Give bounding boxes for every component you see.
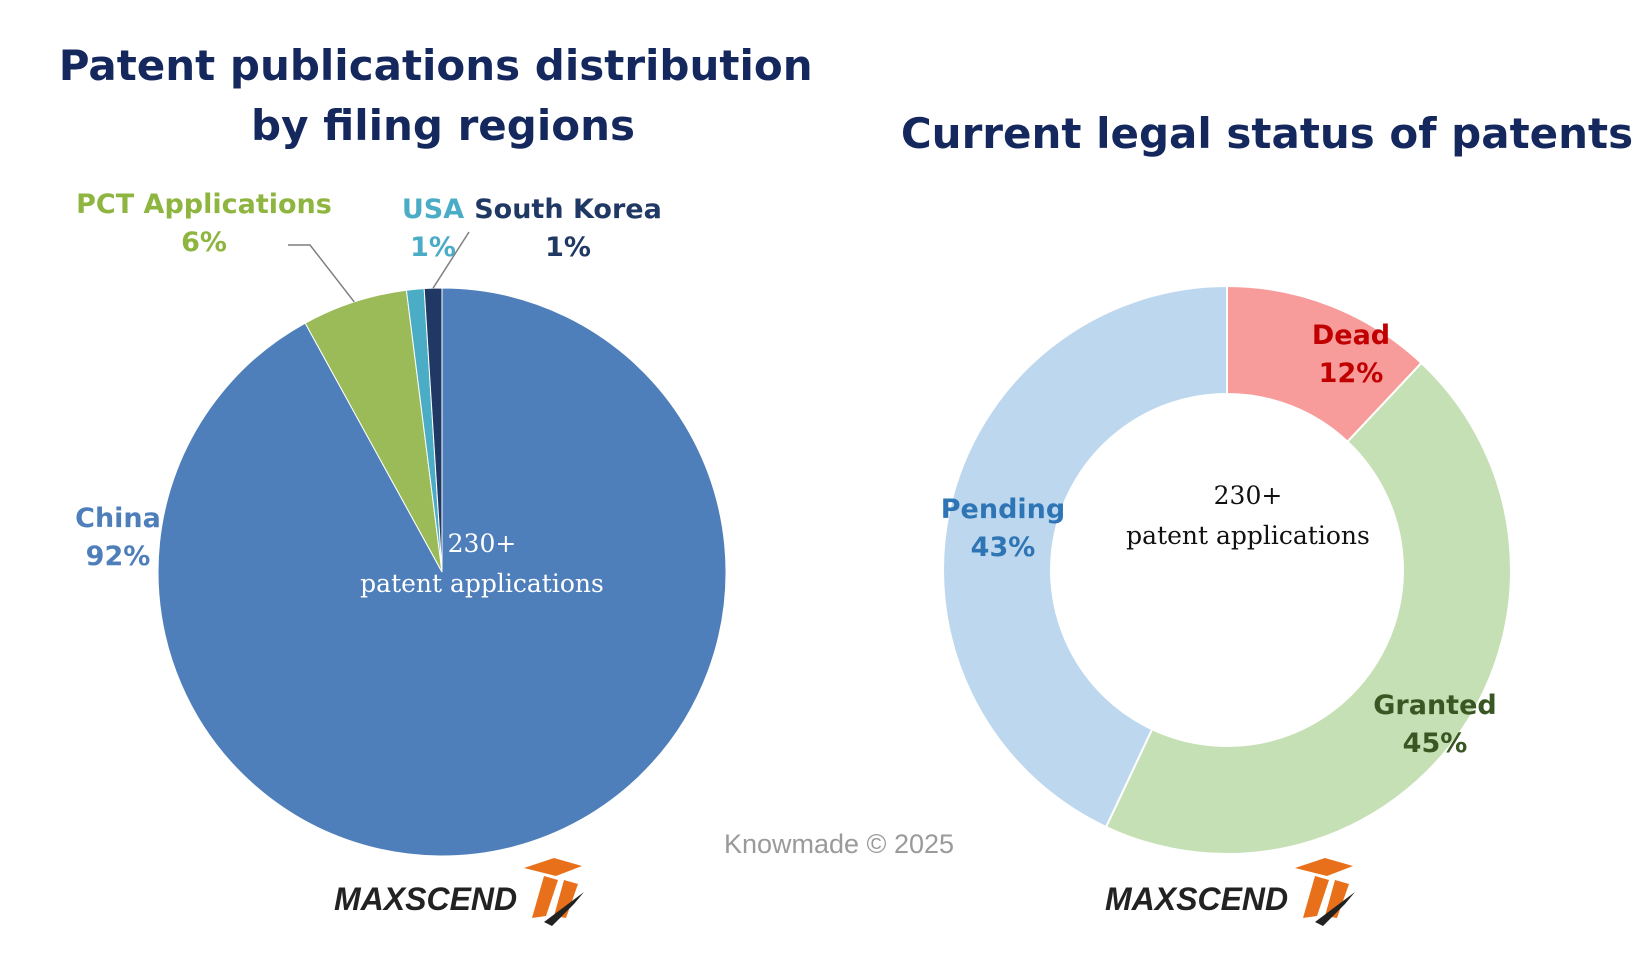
maxscend-logo-right: MAXSCEND — [1105, 858, 1355, 926]
pie-label-value: 1% — [545, 232, 591, 263]
pie-label-name: USA — [402, 194, 464, 225]
pie-label-south-korea: South Korea 1% — [474, 194, 662, 263]
donut-center-count: 230+ — [1214, 481, 1283, 510]
maxscend-logo-left: MAXSCEND — [334, 858, 584, 926]
watermark: Knowmade © 2025 — [724, 829, 954, 859]
pie-label-value: 92% — [86, 541, 151, 572]
pie-label-name: China — [75, 503, 161, 534]
donut-label-pending: Pending 43% — [941, 494, 1065, 563]
donut-slice-granted — [1104, 361, 1512, 855]
pie-label-name: South Korea — [474, 194, 662, 225]
donut-slice-pending — [942, 284, 1228, 829]
pie-chart-title-line-2: by filing regions — [251, 101, 635, 150]
pie-leader-line-south-korea — [432, 231, 470, 289]
pie-center-count: 230+ — [448, 529, 517, 558]
donut-center-caption: patent applications — [1126, 521, 1370, 550]
pie-label-value: 1% — [410, 232, 456, 263]
donut-label-value: 43% — [971, 532, 1036, 563]
donut-label-dead: Dead 12% — [1312, 320, 1390, 389]
donut-label-name: Granted — [1373, 690, 1496, 721]
logo-text: MAXSCEND — [334, 881, 517, 917]
pie-label-usa: USA 1% — [402, 194, 464, 263]
donut-chart: Dead 12% Granted 45% Pending 43% 230+ patent ap… — [941, 284, 1512, 855]
pie-label-china: China 92% — [75, 503, 161, 572]
pie-chart: China 92%PCT Applications 6%USA 1%South Kor… — [75, 189, 727, 857]
logo-text: MAXSCEND — [1105, 881, 1288, 917]
donut-center-label: 230+ patent applications — [1126, 481, 1370, 550]
pie-chart-title: Patent publications distribution by fili… — [59, 41, 828, 150]
pie-center-caption: patent applications — [360, 569, 604, 598]
donut-label-granted: Granted 45% — [1373, 690, 1496, 759]
donut-chart-title: Current legal status of patents — [901, 109, 1633, 158]
donut-label-value: 45% — [1403, 728, 1468, 759]
pie-leader-line-pct — [288, 244, 355, 303]
logo-mark-icon — [524, 858, 584, 926]
pie-label-value: 6% — [181, 227, 227, 258]
donut-label-name: Dead — [1312, 320, 1390, 351]
pie-label-name: PCT Applications — [76, 189, 332, 220]
donut-label-value: 12% — [1319, 358, 1384, 389]
donut-label-name: Pending — [941, 494, 1065, 525]
pie-label-pct-applications: PCT Applications 6% — [76, 189, 332, 258]
logo-mark-icon — [1295, 858, 1355, 926]
pie-center-label: 230+ patent applications — [360, 529, 604, 598]
pie-chart-title-line-1: Patent publications distribution — [59, 41, 813, 90]
